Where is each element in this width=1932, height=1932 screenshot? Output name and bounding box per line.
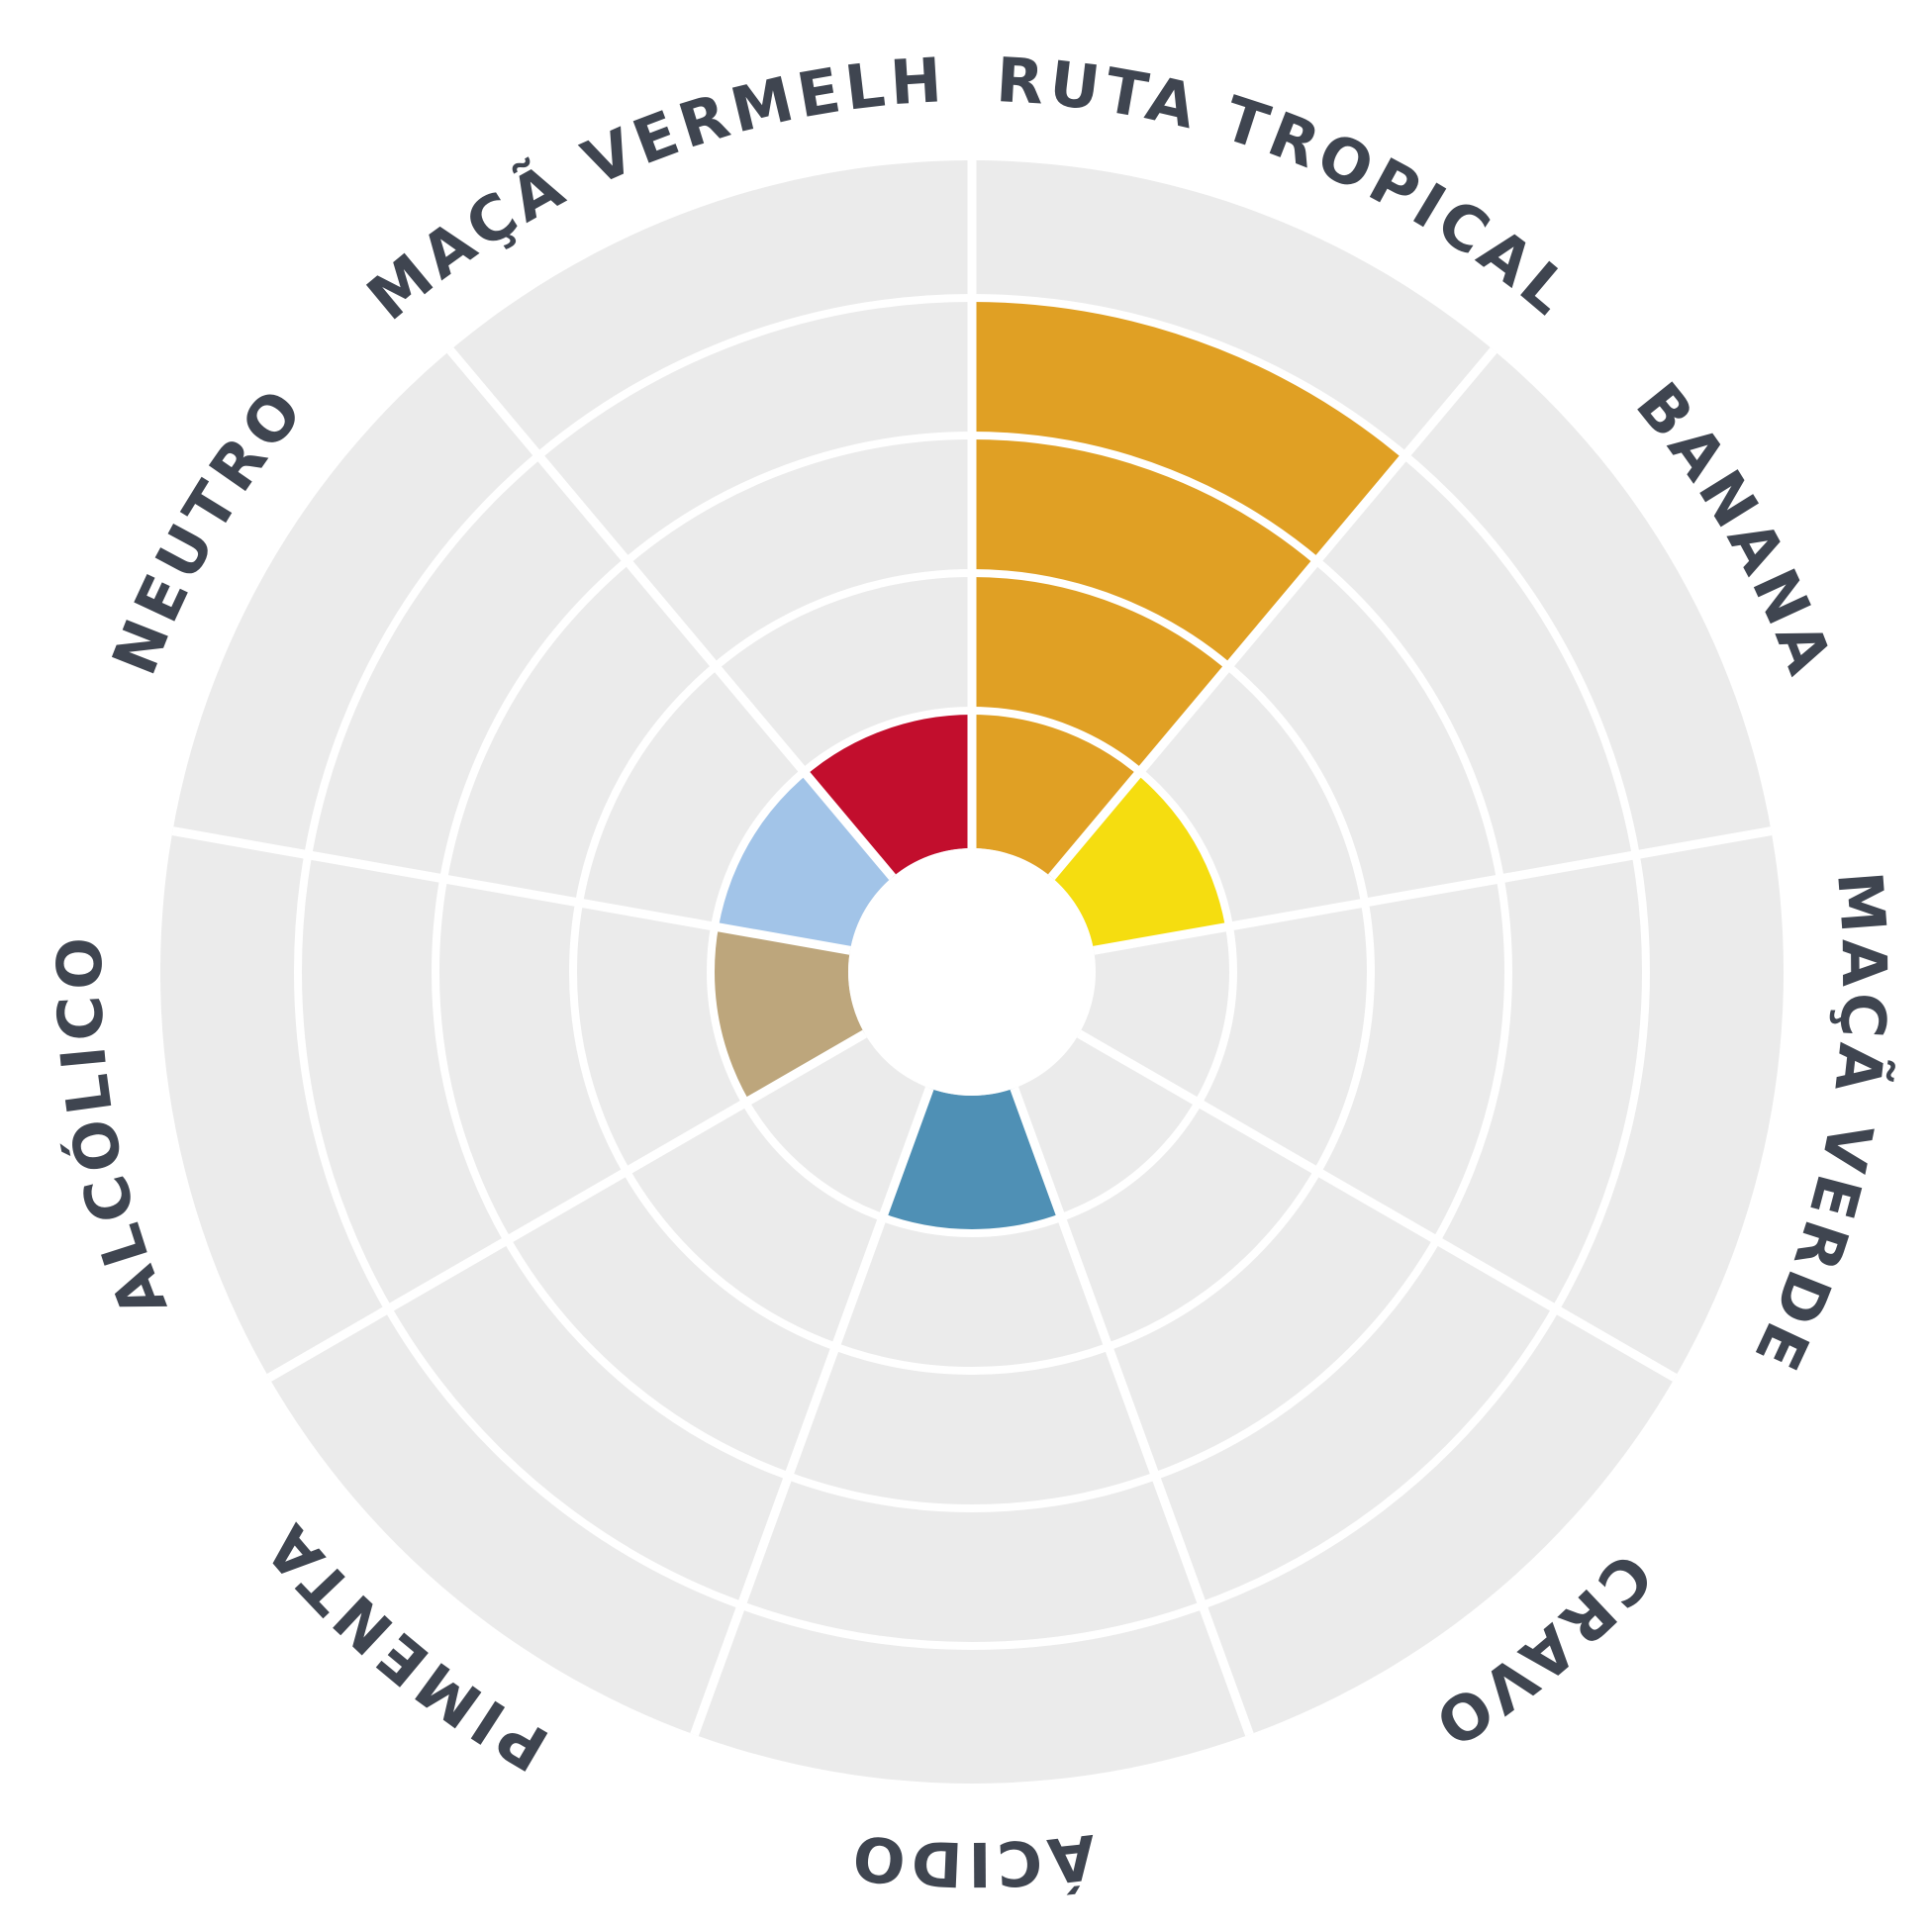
category-label-path: ÁCIDO [844,1820,1094,1900]
category-label: ALCÓLICO [44,932,181,1327]
bar [711,926,865,1103]
spoke [266,1029,867,1382]
spoke [1077,1029,1678,1382]
spoke [1093,826,1773,955]
bar [715,771,893,951]
spoke [1010,1086,1254,1737]
spoke [171,826,851,955]
spoke [1047,346,1497,881]
bar [1051,771,1229,951]
center-hole [848,848,1096,1096]
category-label: ÁCIDO [844,1820,1099,1900]
bar [804,711,972,878]
bar [882,1088,1062,1233]
spoke [690,1086,934,1737]
category-label-path: ALCÓLICO [44,932,176,1327]
spoke [446,346,897,881]
